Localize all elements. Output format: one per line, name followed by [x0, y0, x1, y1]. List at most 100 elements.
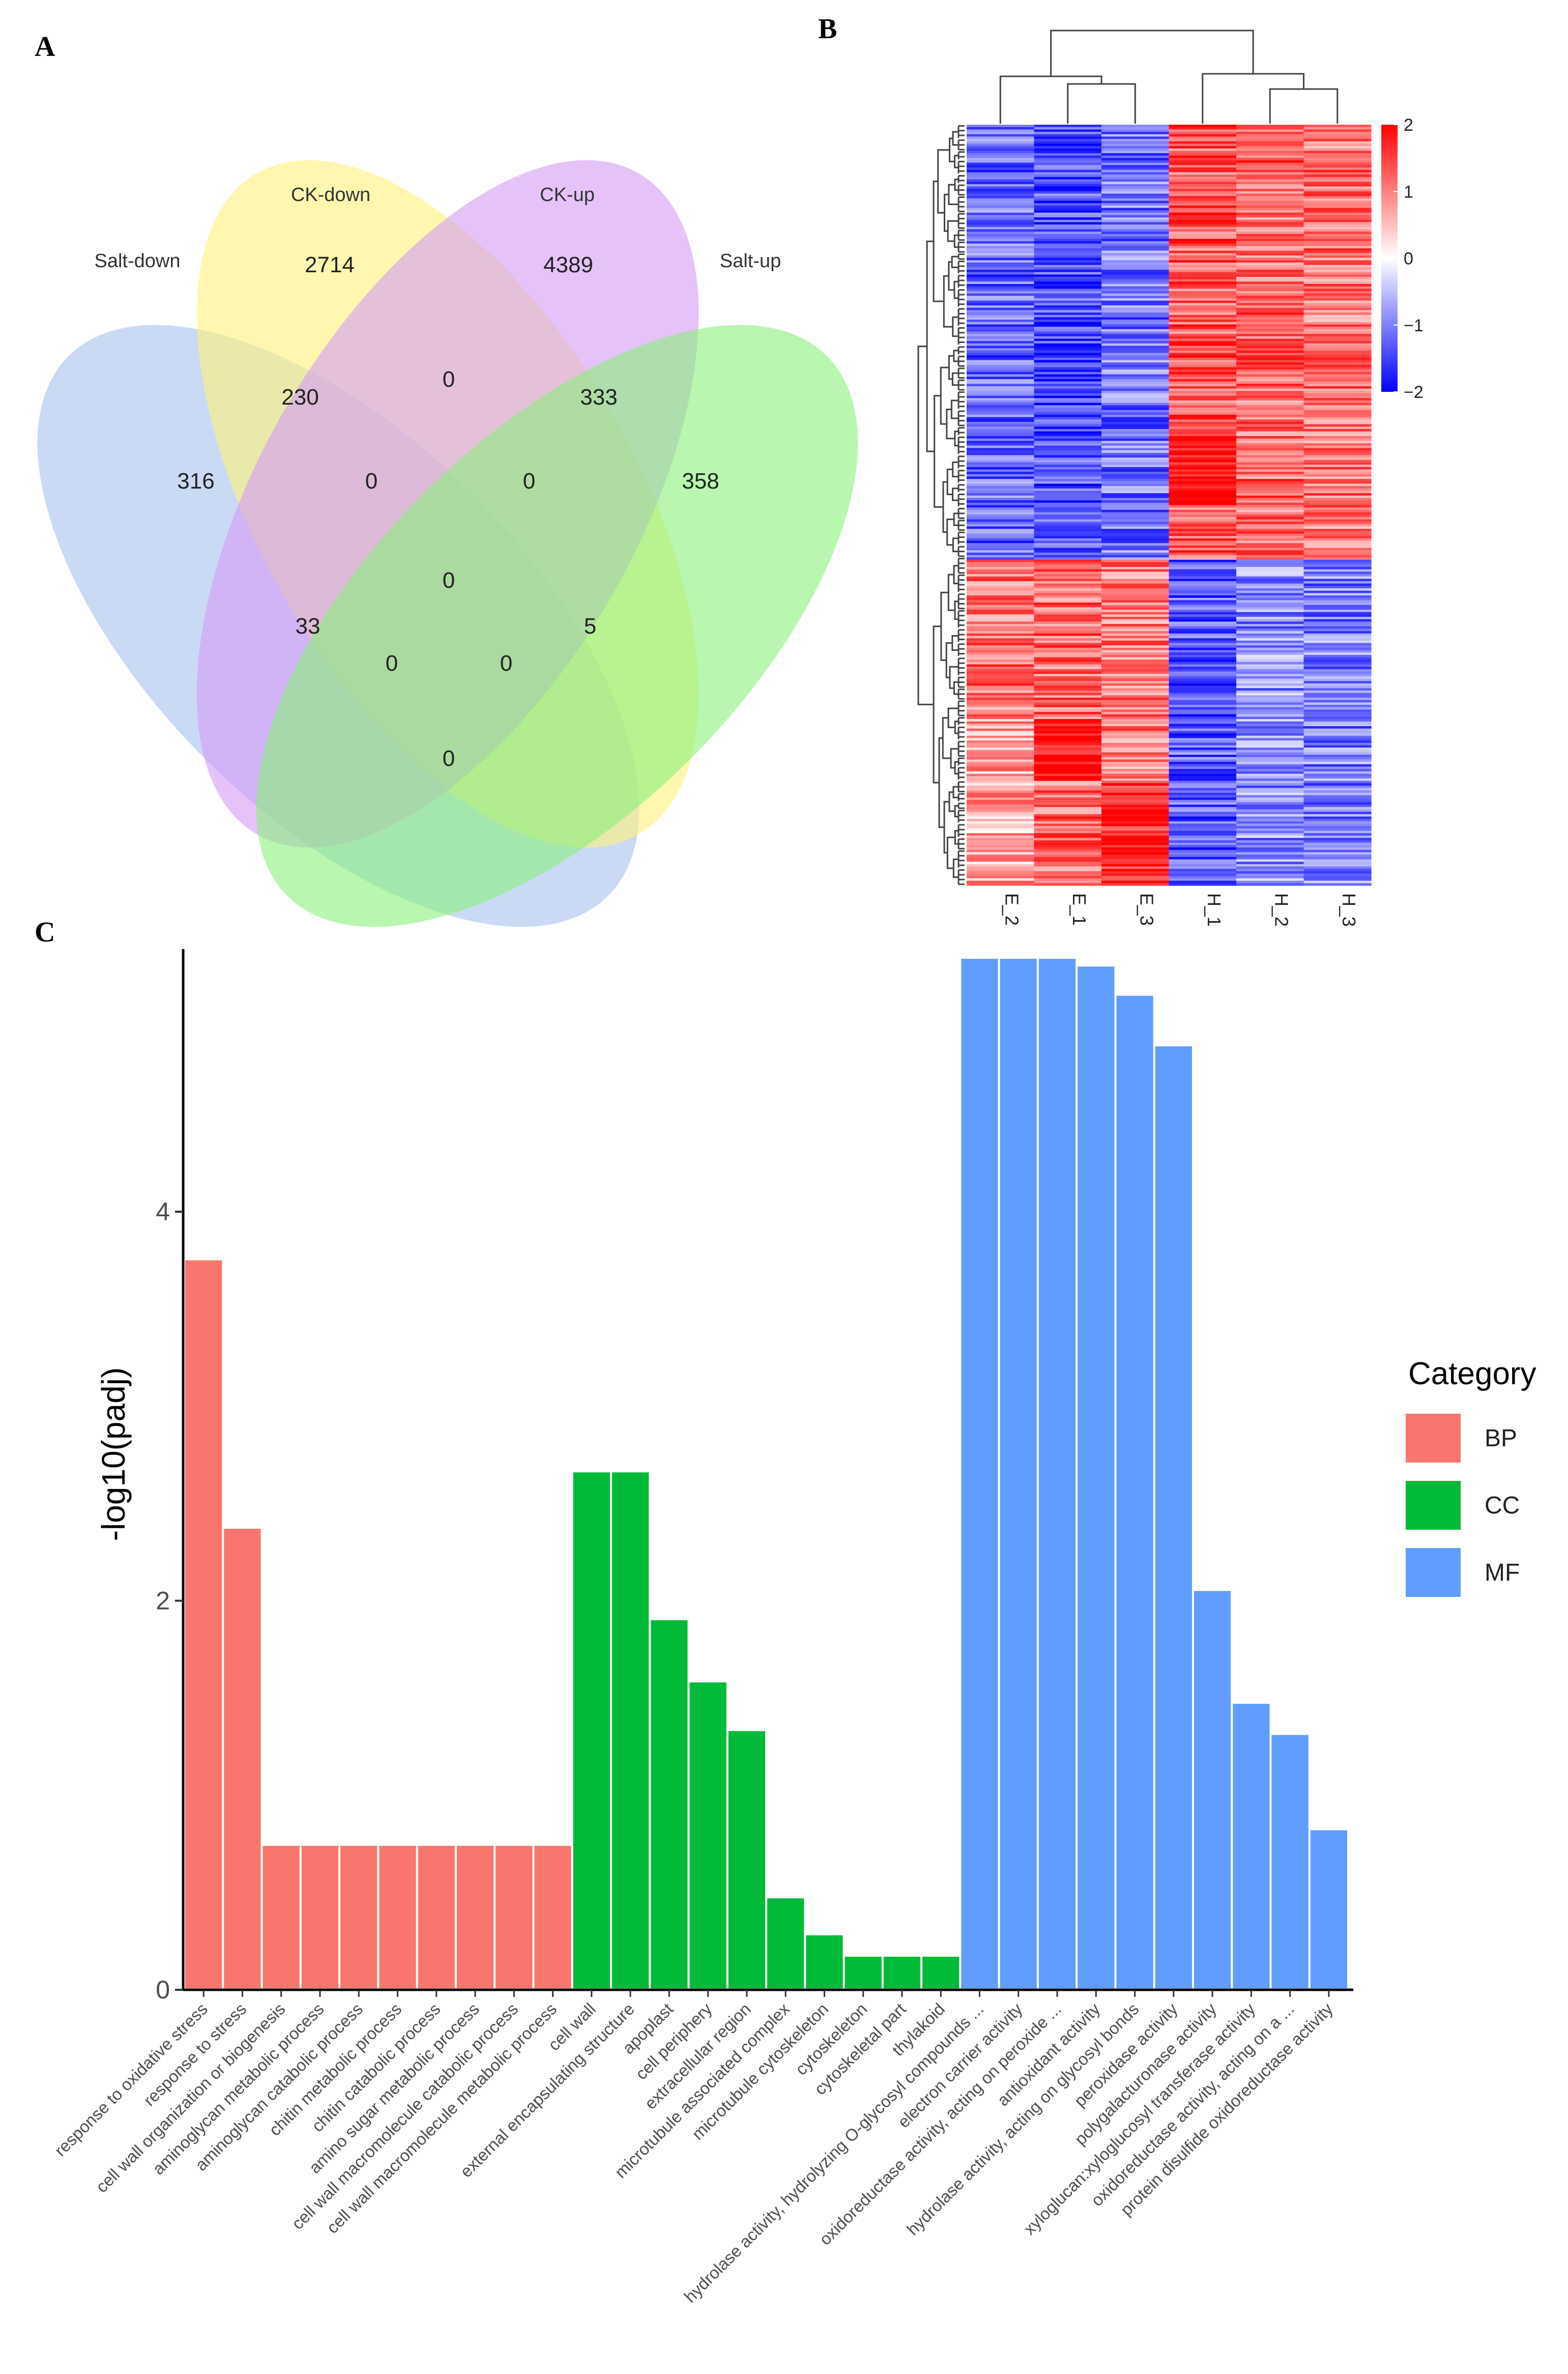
heatmap-cell	[1303, 505, 1372, 508]
heatmap-cell	[1303, 628, 1372, 632]
heatmap-cell	[1169, 842, 1237, 846]
heatmap-cell	[1303, 436, 1372, 439]
heatmap-cell	[1169, 764, 1237, 767]
heatmap-cell	[967, 258, 1035, 261]
heatmap-cell	[1303, 460, 1372, 463]
heatmap-cell	[1169, 671, 1237, 674]
heatmap-cell	[1236, 151, 1304, 154]
heatmap-cell	[1303, 241, 1372, 244]
heatmap-cell	[1034, 619, 1102, 622]
heatmap-cell	[1034, 296, 1102, 299]
heatmap-cell	[1101, 232, 1170, 235]
heatmap-cell	[967, 219, 1035, 223]
heatmap-cell	[1034, 845, 1102, 848]
heatmap-cell	[967, 144, 1035, 147]
heatmap-cell	[1236, 324, 1304, 327]
heatmap-cell	[1101, 816, 1170, 819]
heatmap-cell	[967, 871, 1035, 874]
heatmap-cell	[1034, 735, 1102, 738]
heatmap-cell	[1101, 443, 1170, 446]
heatmap-cell	[967, 419, 1035, 422]
heatmap-cell	[1236, 790, 1304, 793]
heatmap-cell	[1169, 714, 1237, 717]
heatmap-cell	[1034, 329, 1102, 332]
heatmap-cell	[1034, 369, 1102, 373]
heatmap-cell	[967, 821, 1035, 824]
heatmap-cell	[1303, 274, 1372, 277]
heatmap-cell	[1169, 129, 1237, 132]
heatmap-cell	[1169, 462, 1237, 465]
heatmap-cell	[1236, 840, 1304, 843]
heatmap-cell	[1034, 421, 1102, 425]
heatmap-cell	[967, 334, 1035, 337]
heatmap-cell	[1169, 407, 1237, 411]
heatmap-cell	[1236, 576, 1304, 579]
heatmap-cell	[1034, 246, 1102, 249]
heatmap-cell	[1236, 610, 1304, 613]
heatmap-cell	[1101, 502, 1170, 506]
heatmap-cell	[967, 719, 1035, 722]
heatmap-cell	[1101, 545, 1170, 549]
heatmap-cell	[967, 807, 1035, 810]
heatmap-cell	[1101, 391, 1170, 394]
heatmap-cell	[1034, 507, 1102, 510]
heatmap-cell	[1303, 369, 1372, 373]
heatmap-cell	[967, 479, 1035, 482]
heatmap-cell	[1101, 748, 1170, 751]
heatmap-cell	[1303, 303, 1372, 306]
heatmap-cell	[1303, 529, 1372, 532]
heatmap-cell	[1169, 799, 1237, 803]
heatmap-cell	[1236, 643, 1304, 646]
heatmap-cell	[1034, 232, 1102, 235]
heatmap-cell	[1303, 660, 1372, 663]
heatmap-cell	[1303, 431, 1372, 434]
heatmap-cell	[967, 500, 1035, 503]
heatmap-cell	[1034, 593, 1102, 596]
heatmap-cell	[1169, 876, 1237, 879]
heatmap-cell	[1101, 778, 1170, 782]
heatmap-cell	[1303, 821, 1372, 824]
heatmap-cell	[1034, 685, 1102, 689]
heatmap-cell	[1303, 849, 1372, 853]
heatmap-cell	[1303, 172, 1372, 175]
heatmap-cell	[1034, 866, 1102, 869]
heatmap-cell	[967, 186, 1035, 189]
heatmap-cell	[1034, 215, 1102, 218]
heatmap-cell	[1101, 462, 1170, 465]
heatmap-cell	[1303, 788, 1372, 791]
heatmap-cell	[1034, 151, 1102, 154]
heatmap-cell	[1303, 631, 1372, 634]
heatmap-cell	[1303, 688, 1372, 691]
heatmap-cell	[1034, 450, 1102, 453]
heatmap-cell	[1169, 769, 1237, 772]
heatmap-cell	[1101, 479, 1170, 482]
heatmap-cell	[1169, 640, 1237, 644]
heatmap-cell	[1034, 236, 1102, 239]
heatmap-cell	[1169, 293, 1237, 296]
heatmap-cell	[1101, 262, 1170, 266]
heatmap-cell	[1303, 162, 1372, 166]
heatmap-cell	[967, 845, 1035, 848]
heatmap-cell	[1303, 728, 1372, 731]
heatmap-cell	[1034, 781, 1102, 784]
heatmap-cell	[967, 289, 1035, 292]
heatmap-cell	[1101, 139, 1170, 142]
heatmap-cell	[967, 134, 1035, 137]
heatmap-cell	[1303, 685, 1372, 689]
heatmap-cell	[1034, 795, 1102, 798]
heatmap-cell	[1169, 125, 1237, 128]
heatmap-cell	[1303, 434, 1372, 437]
heatmap-cell	[1169, 762, 1237, 765]
heatmap-cell	[967, 495, 1035, 499]
heatmap-cell	[1034, 688, 1102, 691]
heatmap-cell	[1169, 312, 1237, 316]
heatmap-cell	[1303, 474, 1372, 477]
heatmap-cell	[1303, 450, 1372, 453]
heatmap-cell	[1034, 538, 1102, 541]
heatmap-cell	[1034, 717, 1102, 720]
heatmap-cell	[1169, 683, 1237, 687]
row-dendrogram-branch	[917, 346, 934, 705]
heatmap-cell	[1169, 441, 1237, 444]
heatmap-cell	[1236, 614, 1304, 617]
heatmap-cell	[1034, 562, 1102, 565]
